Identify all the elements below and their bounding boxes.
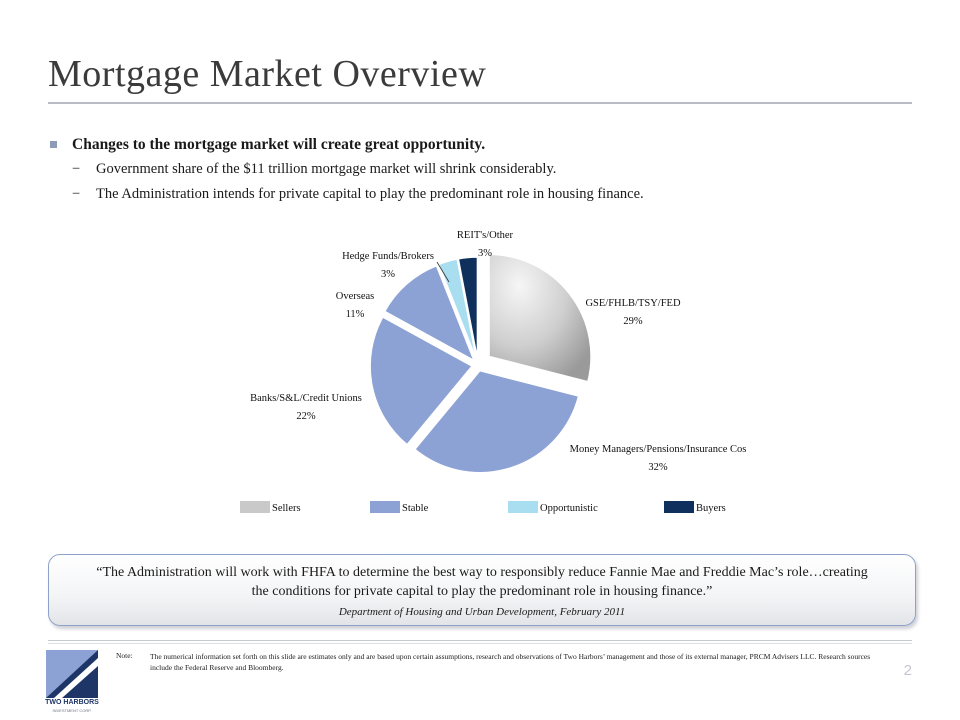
pie-slice [488,253,592,383]
logo-text: TWO HARBORS [45,699,99,706]
slice-value-label: 11% [346,309,365,320]
footer-divider-secondary [48,643,912,644]
legend-label: Buyers [696,503,726,514]
page-number: 2 [903,662,912,679]
pie-slice [413,369,580,474]
pie-slice [383,264,476,363]
legend-swatch [508,501,538,513]
two-harbors-logo: TWO HARBORS INVESTMENT CORP. [40,646,104,716]
slice-value-label: 3% [478,248,492,259]
slice-value-label: 29% [623,316,643,327]
dash-bullet-icon: − [72,186,81,202]
leader-line [436,261,450,283]
slice-label: GSE/FHLB/TSY/FED [585,298,681,309]
legend-label: Sellers [272,503,301,514]
footer-divider [48,640,912,641]
bullet-list: Changes to the mortgage market will crea… [48,136,928,208]
slice-label: Money Managers/Pensions/Insurance Cos [570,444,747,455]
logo-subtext: INVESTMENT CORP. [52,708,92,713]
legend-swatch [664,501,694,513]
slice-value-label: 3% [381,269,395,280]
slice-label: Overseas [336,291,374,302]
dash-bullet-icon: − [72,161,81,177]
pie-chart: GSE/FHLB/TSY/FED 29% Money Managers/Pensio… [0,220,960,520]
title-divider [48,102,912,104]
page-title: Mortgage Market Overview [48,53,487,95]
logo-mark-icon [46,650,98,698]
main-bullet-text: Changes to the mortgage market will crea… [72,136,486,153]
slice-value-label: 22% [296,411,316,422]
note-text: The numerical information set forth on t… [150,652,871,672]
pie-chart-svg: GSE/FHLB/TSY/FED 29% Money Managers/Pensio… [240,230,747,514]
legend-label: Stable [402,503,429,514]
pie-slice [369,315,474,446]
quote-text: “The Administration will work with FHFA … [96,565,868,599]
main-bullet: Changes to the mortgage market will crea… [48,136,928,158]
slice-value-label: 32% [648,462,668,473]
slice-label: REIT's/Other [457,230,514,241]
pie-slice [457,256,479,360]
note-label: Note: [116,651,133,660]
sub-bullet-text: The Administration intends for private c… [96,186,644,202]
quote-source: Department of Housing and Urban Developm… [338,606,626,618]
sub-bullet: − Government share of the $11 trillion m… [48,161,928,183]
square-bullet-icon [50,141,57,148]
legend-label: Opportunistic [540,503,598,514]
legend-swatch [240,501,270,513]
quote-box: “The Administration will work with FHFA … [48,554,916,626]
legend-swatch [370,501,400,513]
sub-bullet-text: Government share of the $11 trillion mor… [96,161,557,177]
slice-label: Hedge Funds/Brokers [342,251,434,262]
slice-label: Banks/S&L/Credit Unions [250,393,362,404]
sub-bullet: − The Administration intends for private… [48,186,928,208]
